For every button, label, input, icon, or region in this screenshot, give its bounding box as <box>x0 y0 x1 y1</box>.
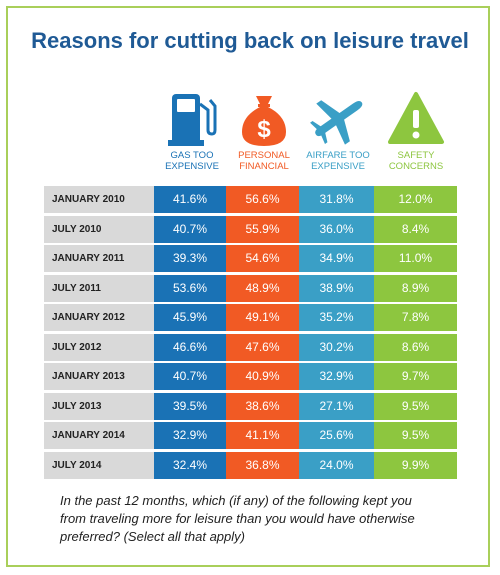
table-cell: 48.9% <box>226 274 299 302</box>
row-label: JANUARY 2014 <box>44 422 154 449</box>
data-table: JANUARY 2010 41.6% 56.6% 31.8% 12.0% JULY 201… <box>44 186 457 479</box>
row-label: JULY 2014 <box>44 451 154 479</box>
row-label: JULY 2012 <box>44 333 154 361</box>
row-label: JANUARY 2012 <box>44 304 154 331</box>
row-label: JULY 2010 <box>44 215 154 243</box>
table-cell: 8.6% <box>374 333 457 361</box>
table-cell: 32.9% <box>299 363 374 390</box>
table-row: JANUARY 2014 32.9% 41.1% 25.6% 9.5% <box>44 422 457 449</box>
table-cell: 11.0% <box>374 245 457 272</box>
row-label: JULY 2013 <box>44 392 154 420</box>
money-bag-icon: $ <box>228 90 300 148</box>
header-label-personal: PERSONAL FINANCIAL <box>238 150 290 172</box>
table-cell: 41.6% <box>154 186 226 213</box>
table-row: JULY 2011 53.6% 48.9% 38.9% 8.9% <box>44 274 457 302</box>
header-label-airfare: AIRFARE TOO EXPENSIVE <box>306 150 370 172</box>
table-row: JANUARY 2012 45.9% 49.1% 35.2% 7.8% <box>44 304 457 331</box>
table-cell: 38.6% <box>226 392 299 420</box>
table-cell: 38.9% <box>299 274 374 302</box>
row-label: JANUARY 2013 <box>44 363 154 390</box>
table-cell: 27.1% <box>299 392 374 420</box>
row-label: JANUARY 2011 <box>44 245 154 272</box>
header-label-gas: GAS TOO EXPENSIVE <box>165 150 219 172</box>
table-cell: 40.9% <box>226 363 299 390</box>
table-cell: 8.4% <box>374 215 457 243</box>
table-cell: 7.8% <box>374 304 457 331</box>
table-cell: 46.6% <box>154 333 226 361</box>
table-cell: 9.5% <box>374 422 457 449</box>
table-cell: 9.9% <box>374 451 457 479</box>
chart-title: Reasons for cutting back on leisure trav… <box>31 28 469 53</box>
svg-text:$: $ <box>257 116 271 143</box>
table-cell: 34.9% <box>299 245 374 272</box>
table-cell: 40.7% <box>154 215 226 243</box>
table-cell: 47.6% <box>226 333 299 361</box>
gas-pump-icon <box>156 90 228 148</box>
table-cell: 49.1% <box>226 304 299 331</box>
table-cell: 25.6% <box>299 422 374 449</box>
header-gas: GAS TOO EXPENSIVE <box>156 90 228 185</box>
column-headers: GAS TOO EXPENSIVE $ PERSONAL FINANCIAL <box>156 90 456 185</box>
table-cell: 56.6% <box>226 186 299 213</box>
header-safety: SAFETY CONCERNS <box>380 90 452 185</box>
row-label: JANUARY 2010 <box>44 186 154 213</box>
table-cell: 32.9% <box>154 422 226 449</box>
table-cell: 30.2% <box>299 333 374 361</box>
table-cell: 53.6% <box>154 274 226 302</box>
table-cell: 36.0% <box>299 215 374 243</box>
table-row: JANUARY 2010 41.6% 56.6% 31.8% 12.0% <box>44 186 457 213</box>
table-row: JULY 2013 39.5% 38.6% 27.1% 9.5% <box>44 392 457 420</box>
table-cell: 9.5% <box>374 392 457 420</box>
table-row: JULY 2012 46.6% 47.6% 30.2% 8.6% <box>44 333 457 361</box>
header-label-safety: SAFETY CONCERNS <box>388 150 444 172</box>
table-cell: 36.8% <box>226 451 299 479</box>
warning-icon <box>380 90 452 148</box>
table-cell: 55.9% <box>226 215 299 243</box>
table-cell: 45.9% <box>154 304 226 331</box>
footnote: In the past 12 months, which (if any) of… <box>60 493 415 544</box>
table-cell: 39.5% <box>154 392 226 420</box>
table-cell: 12.0% <box>374 186 457 213</box>
table-cell: 41.1% <box>226 422 299 449</box>
table-cell: 39.3% <box>154 245 226 272</box>
table-cell: 31.8% <box>299 186 374 213</box>
table-cell: 32.4% <box>154 451 226 479</box>
table-cell: 9.7% <box>374 363 457 390</box>
table-cell: 24.0% <box>299 451 374 479</box>
table-cell: 8.9% <box>374 274 457 302</box>
table-cell: 40.7% <box>154 363 226 390</box>
table-cell: 35.2% <box>299 304 374 331</box>
table-row: JULY 2014 32.4% 36.8% 24.0% 9.9% <box>44 451 457 479</box>
header-personal: $ PERSONAL FINANCIAL <box>228 90 300 185</box>
table-row: JULY 2010 40.7% 55.9% 36.0% 8.4% <box>44 215 457 243</box>
airplane-icon <box>302 90 374 148</box>
table-row: JANUARY 2011 39.3% 54.6% 34.9% 11.0% <box>44 245 457 272</box>
header-airfare: AIRFARE TOO EXPENSIVE <box>302 90 374 185</box>
table-row: JANUARY 2013 40.7% 40.9% 32.9% 9.7% <box>44 363 457 390</box>
table-cell: 54.6% <box>226 245 299 272</box>
row-label: JULY 2011 <box>44 274 154 302</box>
